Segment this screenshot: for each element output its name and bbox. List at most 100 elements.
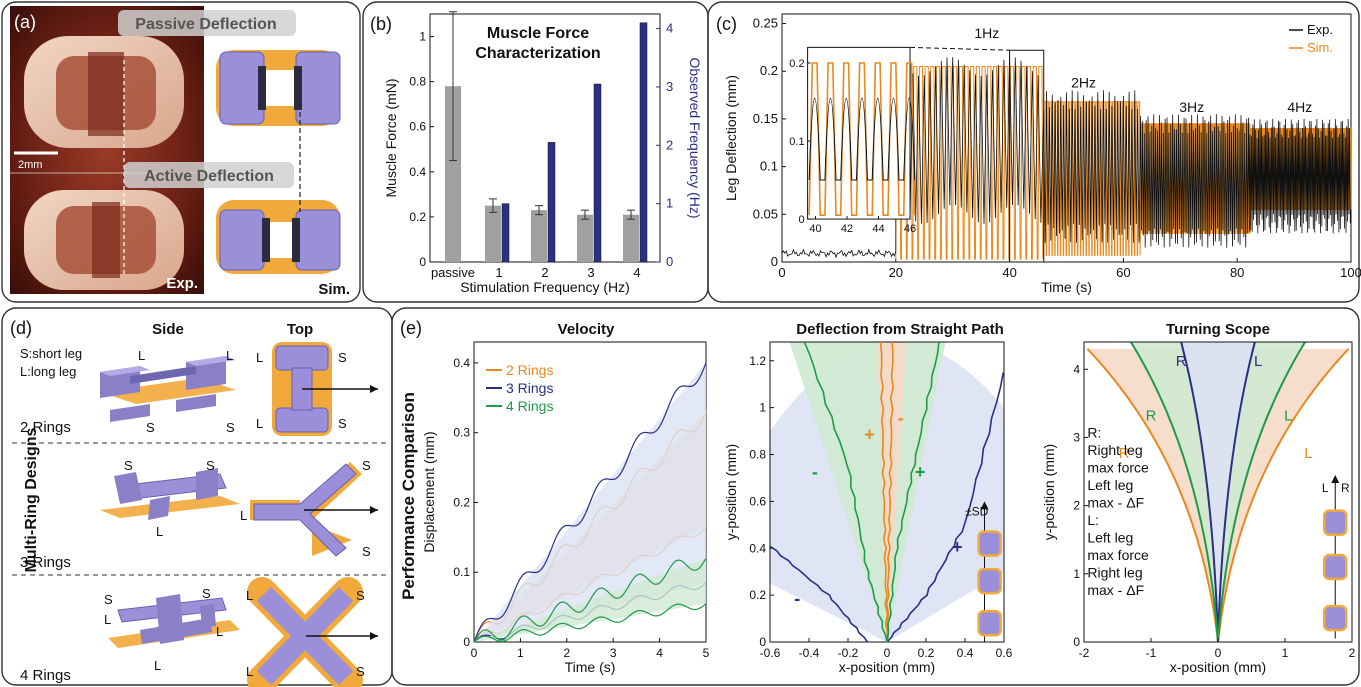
four-ring-L1: L [104,612,111,627]
chart-b-x-axis-label: Stimulation Frequency (Hz) [460,279,630,295]
chart-e3-band-rings-3 [1181,342,1255,642]
chart-e2-x-axis-label: x-position (mm) [839,659,935,675]
chart-e3-rings-4-left-curve [1217,341,1306,643]
chart-e3-note-line: max - ΔF [1087,582,1144,598]
chart-e2-y-tick-label: 0 [759,635,766,649]
chart-e3-note-line: max - ΔF [1087,494,1144,510]
chart-c-zoom-box [1009,49,1045,263]
chart-e3-rings-2-right-curve [1086,348,1219,643]
two-ring-S1: S [146,420,155,435]
chart-b-force-bar [531,210,547,262]
chart-c-freq-label: 1Hz [974,25,999,41]
chart-e2-rings-4-minus [803,341,888,643]
chart-e1-legend-rings-4: 4 Rings [506,398,553,414]
chart-b-y2-tick-label: 4 [666,21,673,36]
chart-e3-note-line: max force [1087,459,1149,475]
four-ring-top-S2: S [356,664,365,679]
chart-e2-sign-marker: - [812,462,818,482]
chart-e3-y-tick-label: 3 [1073,430,1080,444]
chart-c-y-tick-label: 0.15 [753,111,778,126]
three-ring-S2: S [206,458,215,473]
panel-c-letter: (c) [716,14,737,34]
chart-b-y-tick-label: 0 [419,255,426,269]
two-ring-top-L1: L [256,350,263,365]
chart-e-deflection: -0.6 -0.4 -0.2 0 0.2 0.4 0.6 0 0.2 0.4 0.6 0.8 1 1.2 y… [723,341,1013,675]
three-ring-top-S1: S [362,458,371,473]
chart-e3-x-tick-label: 2 [1349,646,1356,660]
chart-e3-arrow-R: R [1341,481,1350,495]
panel-b: (b) Muscle Force Characterization 0 0.2 0.… [370,11,703,295]
chart-e2-sign-marker: - [898,408,904,428]
two-ring-L1: L [138,348,145,363]
chart-e1-y-tick-label: 0.4 [453,356,470,370]
chart-b-y-tick-label: 0.4 [409,165,426,179]
chart-e1-legend-rings-3: 3 Rings [506,380,553,396]
two-ring-side-view [100,356,236,422]
chart-b-title-line2: Characterization [475,45,600,62]
passive-deflection-label: Passive Deflection [135,16,276,33]
chart-e3-side-label: R [1176,353,1187,370]
chart-e2-sd-arrowhead [980,501,989,510]
chart-c-x-tick-label: 20 [889,265,903,280]
chart-e2-y-tick-label: 1.2 [749,354,766,368]
four-ring-top-L1: L [246,588,253,603]
chart-e1-x-tick-label: 4 [656,646,663,660]
chart-b-y2-tick-label: 2 [666,137,673,152]
chart-e2-rings-4-plus [886,341,940,643]
chart-e2-rings-3-minus [768,545,869,643]
panel-d: (d) Side Top S:short leg L:long leg Mult… [10,318,390,687]
three-ring-top-L: L [240,508,247,523]
chart-e1-legend-rings-2: 2 Rings [506,362,553,378]
chart-c-x-tick-label: 60 [1116,265,1130,280]
chart-c-y-tick-label: 0.1 [760,159,778,174]
chart-e3-side-label: L [1284,407,1292,424]
chart-e2-sign-marker: + [864,424,875,444]
four-ring-S1: S [104,592,113,607]
chart-e1-x-tick-label: 0 [471,646,478,660]
panel-a-frame [1,1,361,303]
chart-e1-x-tick-label: 5 [703,646,710,660]
chart-c-x-tick-label: 80 [1230,265,1244,280]
three-ring-S1: S [124,458,133,473]
chart-b-y-tick-label: 0.8 [409,75,426,89]
two-ring-top-S1: S [338,350,347,365]
panel-e-frame [391,307,1360,686]
chart-e3-note-line: max force [1087,547,1149,563]
chart-e2-robot-icon [977,530,1002,557]
chart-e-turning: -2 -1 0 1 2 0 1 2 3 4 y-position (mm) x-position (m… [1041,341,1356,675]
chart-e3-note-line: Left leg [1087,529,1133,545]
chart-e1-y-axis-label: Displacement (mm) [421,431,437,552]
chart-e1-upper-rings-4 [473,557,707,643]
turning-scope-title: Turning Scope [1166,321,1270,338]
chart-e1-y-tick-label: 0.3 [453,426,470,440]
chart-e1-upper-rings-3 [473,362,707,643]
chart-e3-side-label: R [1146,407,1157,424]
panel-b-letter: (b) [370,14,392,34]
chart-e3-side-label: R [1119,445,1130,462]
two-ring-S2: S [226,420,235,435]
chart-e3-x-tick-label: 1 [1282,646,1289,660]
chart-c-y-tick-label: 0 [771,254,778,269]
chart-c-inset-y-tick-label: 0.1 [789,136,804,148]
chart-c-inset-x-tick-label: 42 [841,223,853,235]
three-ring-top-S2: S [362,544,371,559]
three-ring-side-view [100,468,240,520]
chart-c-y-axis-label: Leg Deflection (mm) [723,75,739,201]
chart-c-freq-label: 2Hz [1071,74,1096,90]
chart-e3-note-line: Left leg [1087,477,1133,493]
panel-e: (e) Performance Comparison Velocity Defl… [399,318,1356,675]
chart-e2-rings-2-plus [885,341,894,643]
panel-c-frame [707,1,1360,303]
top-view-label: Top [287,321,313,338]
chart-e2-sd-label: ±SD [965,504,989,518]
sim-label: Sim. [318,281,350,298]
four-ring-top-L2: L [246,664,253,679]
chart-c-inset-exp [808,97,916,181]
chart-e2-sign-marker: + [952,537,963,557]
sim-render-top [216,50,341,126]
chart-c-y-tick-label: 0.05 [753,206,778,221]
chart-e2-robot-icon [977,567,1002,595]
four-ring-side-view [108,594,240,648]
chart-b: 0 0.2 0.4 0.6 0.8 1 0 1 2 3 4 passive 1 2 3 4 Muscle For… [383,11,703,295]
chart-c-legend-sim: Sim. [1307,40,1333,55]
